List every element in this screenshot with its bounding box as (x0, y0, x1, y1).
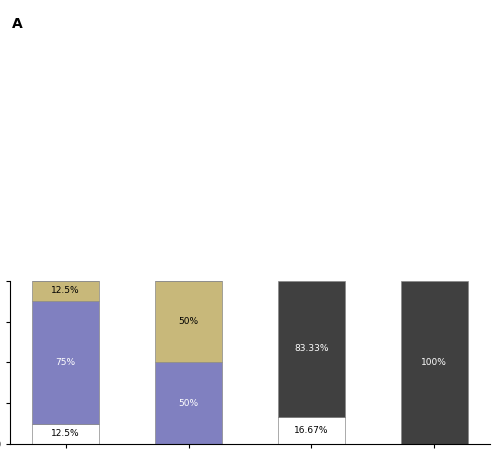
Bar (400, 281, 468, 444)
Text: 50%: 50% (178, 399, 199, 408)
Bar (32, 301, 100, 424)
Text: 83.33%: 83.33% (294, 344, 328, 353)
Bar (154, 281, 222, 362)
Bar (32, 424, 100, 444)
Bar (154, 362, 222, 444)
Text: 12.5%: 12.5% (52, 286, 80, 295)
Text: 50%: 50% (178, 317, 199, 326)
Bar (278, 417, 345, 444)
Text: 12.5%: 12.5% (52, 429, 80, 438)
Text: 16.67%: 16.67% (294, 426, 328, 435)
Text: A: A (12, 17, 23, 31)
Text: 75%: 75% (56, 358, 76, 367)
Bar (32, 281, 100, 301)
Text: 100%: 100% (422, 358, 448, 367)
Bar (278, 281, 345, 417)
